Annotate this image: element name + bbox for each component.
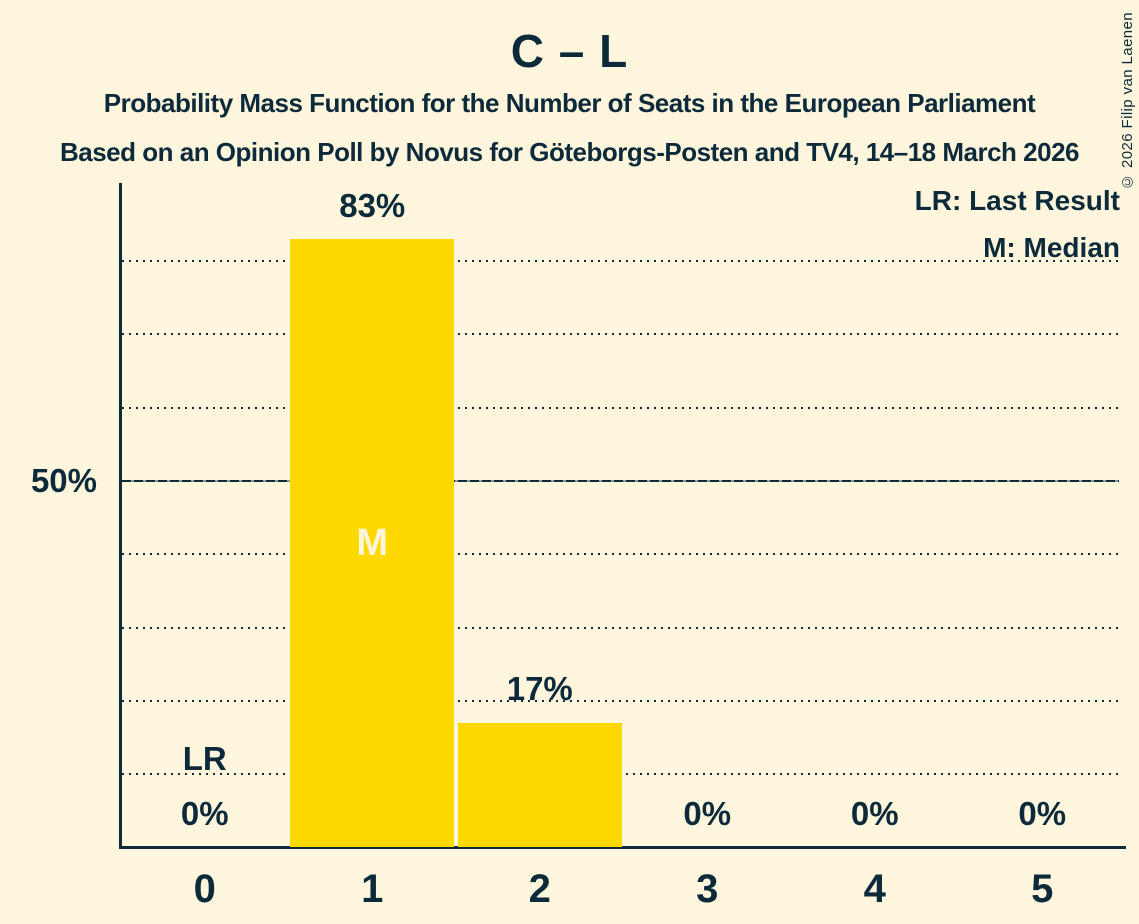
bar-seats-1 [290, 239, 455, 848]
x-tick-label-1: 1 [361, 867, 384, 911]
gridline-40pct [122, 553, 1119, 556]
legend-last-result: LR: Last Result [914, 185, 1120, 216]
value-label-seats-4: 0% [850, 795, 899, 832]
last-result-marker: LR [182, 740, 227, 777]
gridline-60pct [122, 406, 1119, 409]
majority-line-50pct [122, 480, 1119, 482]
x-tick-label-4: 4 [863, 867, 886, 911]
x-tick-label-3: 3 [696, 867, 719, 911]
value-label-seats-5: 0% [1018, 795, 1067, 832]
y-axis-line [119, 183, 122, 849]
x-tick-label-5: 5 [1031, 867, 1054, 911]
gridline-30pct [122, 626, 1119, 629]
value-label-seats-2: 17% [506, 670, 573, 708]
median-marker: M [356, 522, 389, 565]
gridline-20pct [122, 699, 1119, 702]
x-tick-label-2: 2 [528, 867, 551, 911]
bar-seats-2 [457, 722, 622, 848]
value-label-seats-1: 83% [339, 186, 406, 224]
x-tick-label-0: 0 [193, 867, 216, 911]
gridline-70pct [122, 333, 1119, 336]
gridline-80pct [122, 260, 1119, 263]
y-axis-tick-label-50pct: 50% [30, 462, 97, 499]
copyright-notice: © 2026 Filip van Laenen [1119, 12, 1136, 190]
value-label-seats-0: 0% [180, 795, 229, 832]
value-label-seats-3: 0% [683, 795, 732, 832]
legend-median: M: Median [983, 232, 1120, 263]
chart-subtitle-line2: Based on an Opinion Poll by Novus for Gö… [59, 137, 1080, 167]
chart-title: C – L [510, 25, 629, 77]
x-axis-line [119, 846, 1126, 849]
chart-subtitle-line1: Probability Mass Function for the Number… [103, 88, 1036, 118]
